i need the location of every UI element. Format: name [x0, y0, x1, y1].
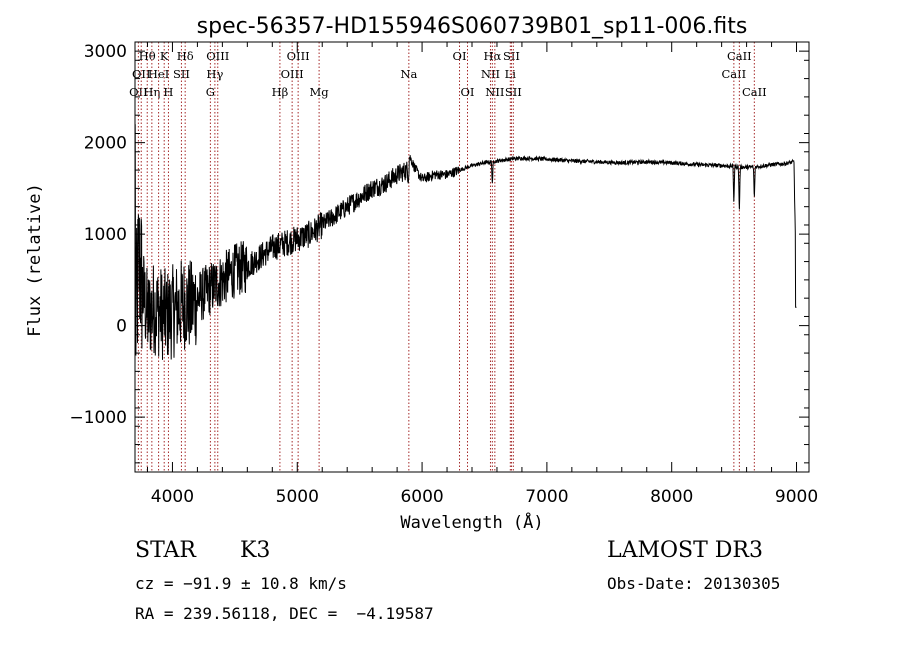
x-tick-label: 8000: [650, 487, 693, 507]
chart-title: spec-56357-HD155946S060739B01_sp11-006.f…: [197, 14, 748, 39]
reference-line-label: OIII: [206, 49, 229, 63]
reference-line-label: SII: [503, 49, 520, 63]
y-tick-label: 1000: [84, 225, 127, 245]
x-tick-label: 6000: [400, 487, 443, 507]
spectrum-series: [134, 124, 797, 360]
reference-line-label: OII: [129, 85, 148, 99]
sky-coordinates: RA = 239.56118, DEC = −4.19587: [135, 604, 434, 623]
reference-line-label: K: [160, 49, 169, 63]
reference-line-label: Hη: [143, 85, 160, 99]
reference-line-label: Mg: [310, 85, 330, 99]
reference-line-label: OI: [461, 85, 475, 99]
y-axis-label: Flux (relative): [25, 183, 45, 337]
reference-line-label: CaII: [742, 85, 767, 99]
observation-date: Obs-Date: 20130305: [607, 574, 781, 593]
reference-line-label: Li: [505, 67, 517, 81]
survey-name: LAMOST DR3: [607, 538, 763, 563]
reference-line-label: OIII: [287, 49, 310, 63]
reference-line-label: OIII: [281, 67, 304, 81]
x-tick-label: 9000: [775, 487, 818, 507]
reference-line-label: G: [206, 85, 215, 99]
x-tick-label: 7000: [525, 487, 568, 507]
reference-line-label: NII: [485, 85, 504, 99]
reference-line-label: Hβ: [272, 85, 289, 99]
reference-line-label: CaII: [721, 67, 746, 81]
spectrum-line: [134, 124, 797, 360]
y-tick-label: 3000: [84, 42, 127, 62]
x-axis-label: Wavelength (Å): [400, 511, 543, 533]
reference-line-label: H: [163, 85, 173, 99]
reference-line-label: NII: [481, 67, 500, 81]
x-tick-label: 4000: [151, 487, 194, 507]
y-axis: −1000 0 1000 2000 3000: [69, 42, 809, 464]
reference-line-label: HeI: [148, 67, 169, 81]
y-tick-label: −1000: [69, 408, 127, 428]
reference-line-label: SII: [173, 67, 190, 81]
reference-line-label: Hα: [483, 49, 501, 63]
reference-line-label: Hγ: [206, 67, 223, 81]
reference-line-label: OII: [132, 67, 151, 81]
y-tick-label: 0: [116, 317, 127, 337]
x-axis: 4000 5000 6000 7000 8000 9000: [146, 42, 818, 507]
reference-line-label: Hδ: [177, 49, 194, 63]
object-subclass: K3: [240, 538, 271, 563]
reference-line-label: CaII: [727, 49, 752, 63]
y-tick-label: 2000: [84, 134, 127, 154]
reference-line-label: OI: [453, 49, 467, 63]
object-class: STAR: [135, 538, 196, 563]
reference-lines: OIIOIIHθHηHeIKHSIIHδGHγOIIIHβOIIIOIIIMgN…: [129, 42, 767, 472]
reference-line-label: Na: [400, 67, 417, 81]
x-tick-label: 5000: [276, 487, 319, 507]
reference-line-label: SII: [505, 85, 522, 99]
spectrum-chart: spec-56357-HD155946S060739B01_sp11-006.f…: [25, 14, 818, 533]
redshift-cz: cz = −91.9 ± 10.8 km/s: [135, 574, 347, 593]
